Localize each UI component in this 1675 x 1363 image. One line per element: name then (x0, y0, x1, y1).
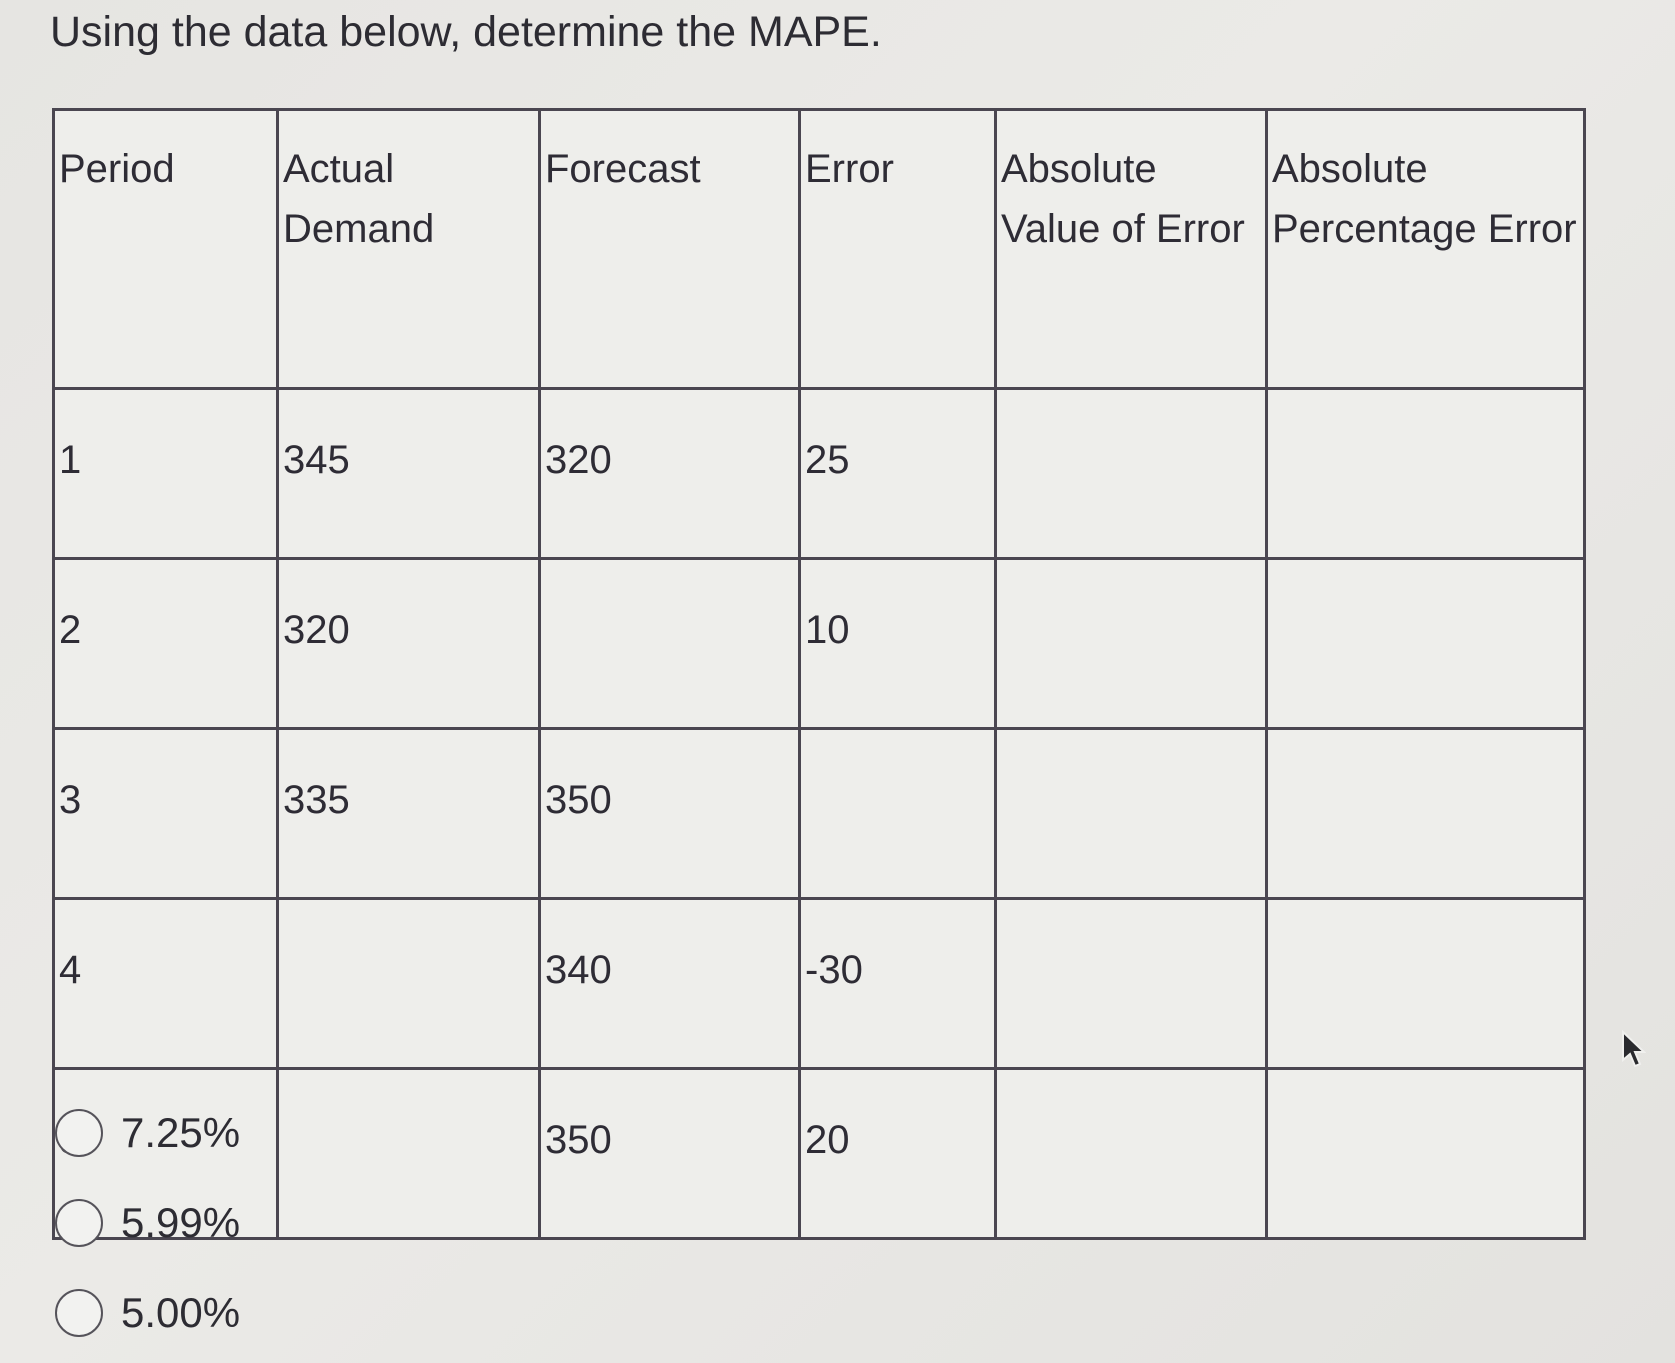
cell-period: 4 (52, 897, 279, 1070)
cell-actual-demand (276, 897, 541, 1070)
table-row: 3 335 350 (52, 727, 1586, 900)
table-row: 1 345 320 25 (52, 387, 1586, 560)
table-row: 5 350 20 (52, 1067, 1586, 1240)
header-error: Error (798, 108, 997, 390)
cell-period: 3 (52, 727, 279, 900)
cell-error: -30 (798, 897, 997, 1070)
answer-option[interactable]: 5.00% (55, 1268, 240, 1358)
cell-forecast: 350 (538, 727, 801, 900)
cell-absolute-value-of-error (994, 557, 1268, 730)
cell-error: 10 (798, 557, 997, 730)
radio-button-icon[interactable] (55, 1199, 103, 1247)
table-row: 2 320 10 (52, 557, 1586, 730)
cell-absolute-percentage-error (1265, 727, 1586, 900)
answer-option[interactable]: 5.99% (55, 1178, 240, 1268)
cell-absolute-percentage-error (1265, 1067, 1586, 1240)
header-absolute-value-of-error: Absolute Value of Error (994, 108, 1268, 390)
cell-absolute-percentage-error (1265, 557, 1586, 730)
question-title: Using the data below, determine the MAPE… (50, 8, 882, 56)
cell-period: 2 (52, 557, 279, 730)
cell-actual-demand: 345 (276, 387, 541, 560)
cell-forecast: 340 (538, 897, 801, 1070)
cell-forecast: 350 (538, 1067, 801, 1240)
cell-absolute-value-of-error (994, 387, 1268, 560)
radio-button-icon[interactable] (55, 1289, 103, 1337)
radio-button-icon[interactable] (55, 1109, 103, 1157)
data-table: Period Actual Demand Forecast Error Abso… (52, 108, 1586, 1240)
answer-option[interactable]: 7.25% (55, 1088, 240, 1178)
cell-forecast: 320 (538, 387, 801, 560)
answer-option-label: 5.00% (121, 1289, 241, 1336)
cell-absolute-value-of-error (994, 897, 1268, 1070)
answer-option-label: 5.99% (121, 1199, 241, 1246)
cell-actual-demand (276, 1067, 541, 1240)
mouse-cursor-icon (1622, 1030, 1646, 1068)
header-period: Period (52, 108, 279, 390)
table-header-row: Period Actual Demand Forecast Error Abso… (52, 108, 1586, 390)
cell-error (798, 727, 997, 900)
cell-forecast (538, 557, 801, 730)
cell-absolute-percentage-error (1265, 897, 1586, 1070)
answer-options: 7.25% 5.99% 5.00% (55, 1088, 240, 1358)
cell-error: 25 (798, 387, 997, 560)
header-actual-demand: Actual Demand (276, 108, 541, 390)
cell-absolute-value-of-error (994, 727, 1268, 900)
answer-option-label: 7.25% (121, 1109, 241, 1156)
header-forecast: Forecast (538, 108, 801, 390)
table-row: 4 340 -30 (52, 897, 1586, 1070)
cell-actual-demand: 335 (276, 727, 541, 900)
cell-period: 1 (52, 387, 279, 560)
header-absolute-percentage-error: Absolute Percentage Error (1265, 108, 1586, 390)
cell-absolute-percentage-error (1265, 387, 1586, 560)
cell-actual-demand: 320 (276, 557, 541, 730)
cell-error: 20 (798, 1067, 997, 1240)
cell-absolute-value-of-error (994, 1067, 1268, 1240)
